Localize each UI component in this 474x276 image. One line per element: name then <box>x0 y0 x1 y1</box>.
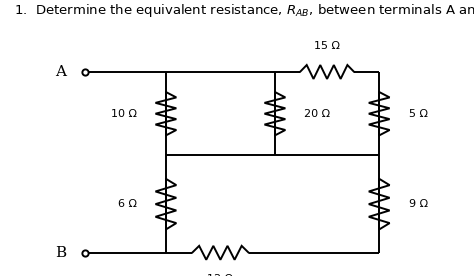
Text: 15 Ω: 15 Ω <box>314 41 340 51</box>
Text: 12 Ω: 12 Ω <box>207 274 234 276</box>
Text: 5 Ω: 5 Ω <box>409 109 428 119</box>
Text: A: A <box>55 65 66 79</box>
Text: B: B <box>55 246 66 260</box>
Text: 1.  Determine the equivalent resistance, $R_{AB}$, between terminals A and B. (1: 1. Determine the equivalent resistance, … <box>14 2 474 20</box>
Text: 10 Ω: 10 Ω <box>110 109 137 119</box>
Text: 9 Ω: 9 Ω <box>409 199 428 209</box>
Text: 6 Ω: 6 Ω <box>118 199 137 209</box>
Text: 20 Ω: 20 Ω <box>304 109 330 119</box>
